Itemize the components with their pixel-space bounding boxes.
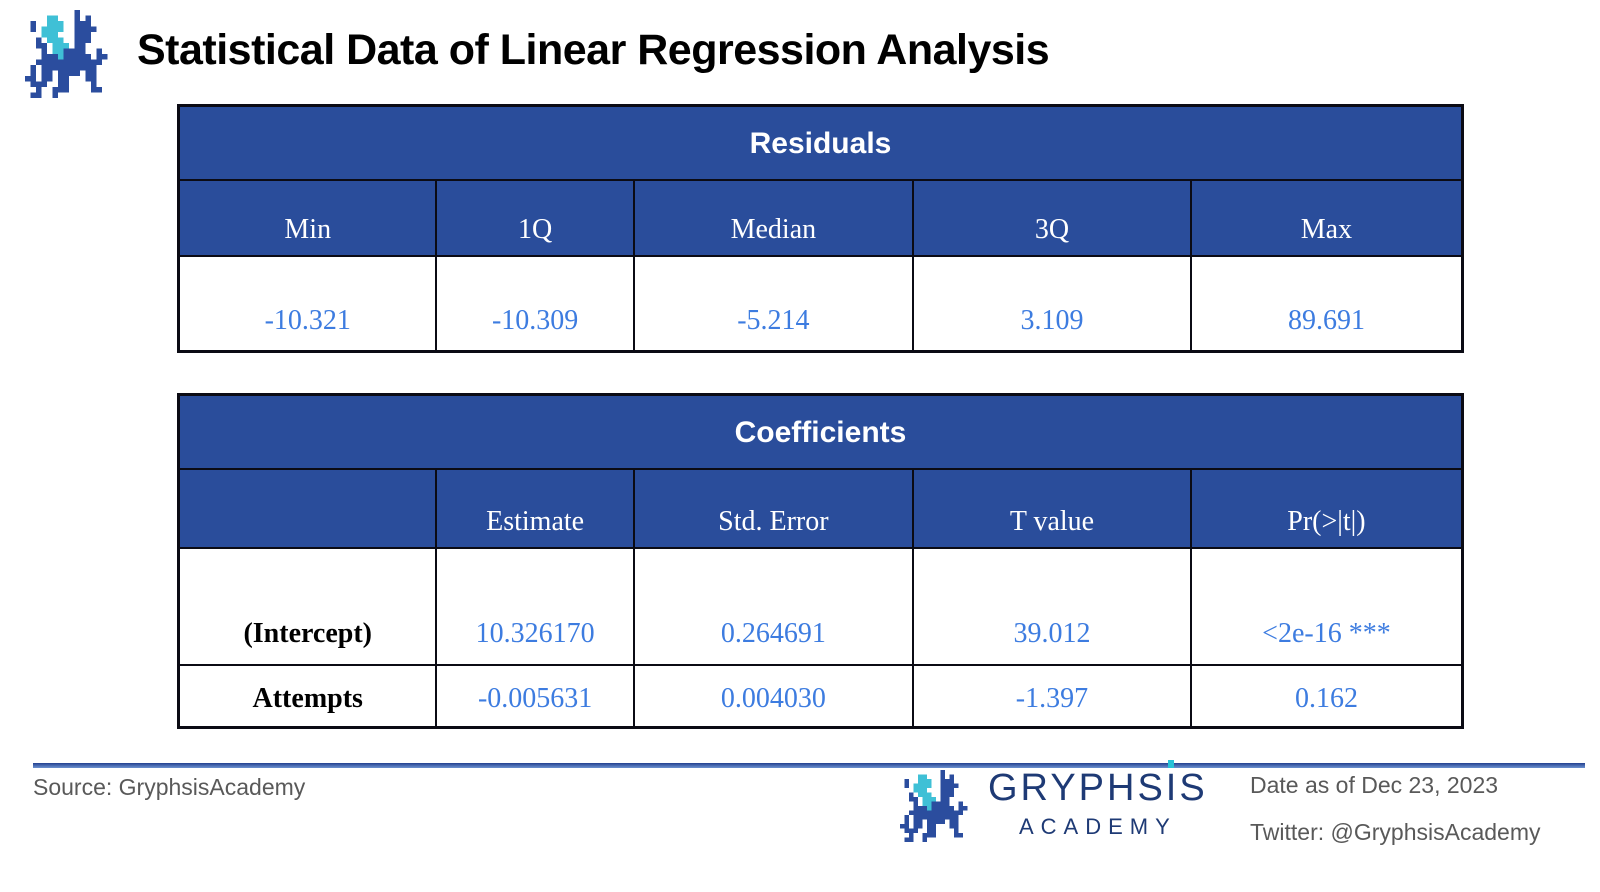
coefficients-row-label-intercept: (Intercept): [180, 549, 438, 666]
footer-brand: GRYPHS IS ACADEMY: [900, 760, 1208, 842]
coefficients-table: Coefficients Estimate Std. Error T value…: [177, 393, 1464, 729]
coefficients-col-header-t-value: T value: [913, 470, 1192, 549]
gryphsis-dragon-logo-icon: [25, 10, 113, 98]
cyan-dot: [1167, 760, 1174, 768]
residuals-value-median: -5.214: [634, 257, 914, 350]
residuals-col-header-3q: 3Q: [913, 181, 1192, 257]
footer-divider: [33, 763, 1585, 768]
residuals-table: Residuals Min 1Q Median 3Q Max -10.321 -…: [177, 104, 1464, 353]
gryphsis-dragon-logo-icon: [900, 770, 972, 842]
residuals-col-header-max: Max: [1191, 181, 1461, 257]
attempts-t-value: -1.397: [913, 666, 1192, 726]
brand-wordmark: GRYPHS IS ACADEMY: [988, 760, 1208, 840]
date-text: Date as of Dec 23, 2023: [1250, 772, 1499, 798]
footer-meta: Date as of Dec 23, 2023 Twitter: @Gryphs…: [1250, 772, 1540, 846]
residuals-col-header-min: Min: [180, 181, 438, 257]
residuals-col-header-1q: 1Q: [437, 181, 635, 257]
residuals-value-max: 89.691: [1191, 257, 1461, 350]
brand-name-part1: GRYPHS: [988, 767, 1166, 809]
source-text: Source: GryphsisAcademy: [33, 774, 306, 800]
residuals-caption: Residuals: [180, 107, 1461, 181]
residuals-value-min: -10.321: [180, 257, 438, 350]
brand-name: GRYPHS IS: [988, 760, 1208, 809]
intercept-std-error: 0.264691: [634, 549, 914, 666]
brand-name-part2: S: [1179, 767, 1208, 809]
brand-subtitle: ACADEMY: [1018, 814, 1177, 839]
coefficients-col-header-std-error: Std. Error: [634, 470, 914, 549]
coefficients-col-header-blank: [180, 470, 438, 549]
coefficients-row-label-attempts: Attempts: [180, 666, 438, 726]
brand-name-dotted-i: I: [1165, 760, 1180, 809]
coefficients-col-header-pr: Pr(>|t|): [1191, 470, 1461, 549]
residuals-value-1q: -10.309: [437, 257, 635, 350]
residuals-value-3q: 3.109: [913, 257, 1192, 350]
page-title: Statistical Data of Linear Regression An…: [137, 26, 1050, 74]
intercept-pr: <2e-16 ***: [1191, 549, 1461, 666]
twitter-text: Twitter: @GryphsisAcademy: [1250, 819, 1541, 845]
residuals-col-header-median: Median: [634, 181, 914, 257]
coefficients-col-header-estimate: Estimate: [437, 470, 635, 549]
attempts-pr: 0.162: [1191, 666, 1461, 726]
brand-name-i: I: [1165, 767, 1180, 809]
attempts-estimate: -0.005631: [437, 666, 635, 726]
attempts-std-error: 0.004030: [634, 666, 914, 726]
coefficients-caption: Coefficients: [180, 396, 1461, 470]
intercept-estimate: 10.326170: [437, 549, 635, 666]
intercept-t-value: 39.012: [913, 549, 1192, 666]
